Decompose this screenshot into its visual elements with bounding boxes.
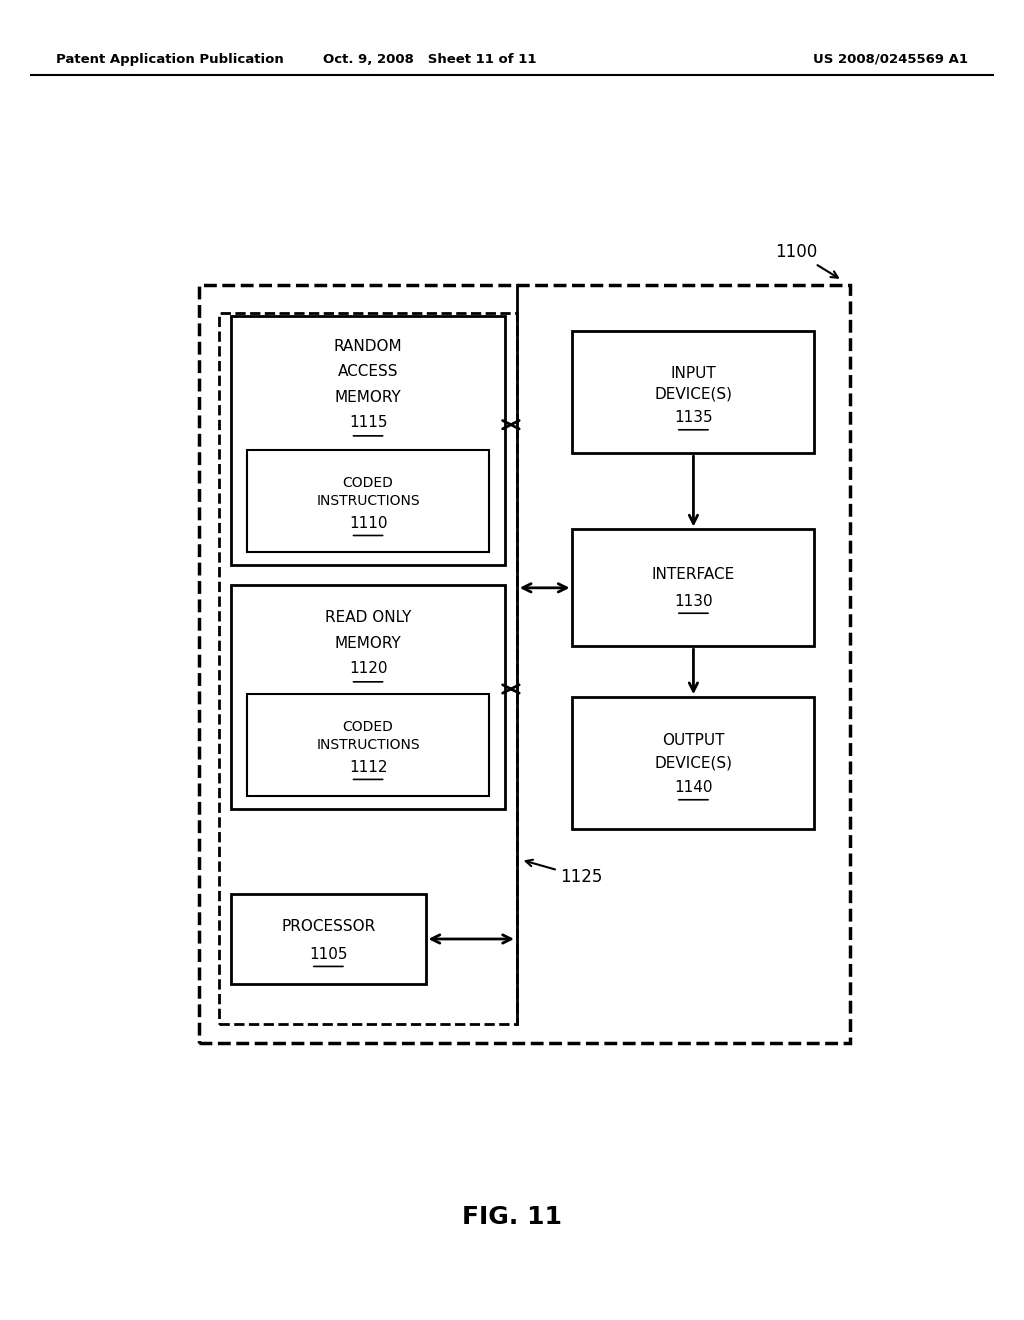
Bar bbox=[231, 894, 426, 983]
Text: FIG. 11: FIG. 11 bbox=[462, 1205, 562, 1229]
Text: INSTRUCTIONS: INSTRUCTIONS bbox=[316, 738, 420, 752]
Text: READ ONLY: READ ONLY bbox=[325, 610, 412, 626]
Text: ACCESS: ACCESS bbox=[338, 364, 398, 379]
Bar bbox=[572, 697, 814, 829]
Text: 1140: 1140 bbox=[674, 780, 713, 795]
Text: US 2008/0245569 A1: US 2008/0245569 A1 bbox=[813, 53, 968, 66]
Text: 1112: 1112 bbox=[349, 760, 387, 775]
Bar bbox=[572, 529, 814, 647]
Text: 1125: 1125 bbox=[525, 859, 603, 886]
Text: Oct. 9, 2008   Sheet 11 of 11: Oct. 9, 2008 Sheet 11 of 11 bbox=[324, 53, 537, 66]
Text: RANDOM: RANDOM bbox=[334, 339, 402, 354]
Text: MEMORY: MEMORY bbox=[335, 389, 401, 405]
Text: 1135: 1135 bbox=[674, 411, 713, 425]
Text: 1115: 1115 bbox=[349, 416, 387, 430]
Bar bbox=[247, 694, 489, 796]
Text: 1100: 1100 bbox=[775, 243, 838, 277]
Text: INPUT: INPUT bbox=[671, 367, 717, 381]
Text: MEMORY: MEMORY bbox=[335, 636, 401, 651]
Text: PROCESSOR: PROCESSOR bbox=[282, 919, 376, 935]
Bar bbox=[231, 315, 505, 565]
Text: DEVICE(S): DEVICE(S) bbox=[654, 755, 732, 771]
Bar bbox=[247, 450, 489, 552]
Text: 1130: 1130 bbox=[674, 594, 713, 609]
Text: INSTRUCTIONS: INSTRUCTIONS bbox=[316, 494, 420, 508]
Bar bbox=[231, 585, 505, 809]
Text: DEVICE(S): DEVICE(S) bbox=[654, 387, 732, 401]
Text: OUTPUT: OUTPUT bbox=[663, 734, 725, 748]
Bar bbox=[200, 285, 850, 1043]
Bar bbox=[572, 331, 814, 453]
Text: 1110: 1110 bbox=[349, 516, 387, 531]
Bar bbox=[219, 313, 517, 1024]
Text: INTERFACE: INTERFACE bbox=[652, 568, 735, 582]
Text: CODED: CODED bbox=[343, 719, 393, 734]
Text: 1105: 1105 bbox=[309, 946, 347, 962]
Text: CODED: CODED bbox=[343, 475, 393, 490]
Text: Patent Application Publication: Patent Application Publication bbox=[56, 53, 284, 66]
Text: 1120: 1120 bbox=[349, 661, 387, 676]
